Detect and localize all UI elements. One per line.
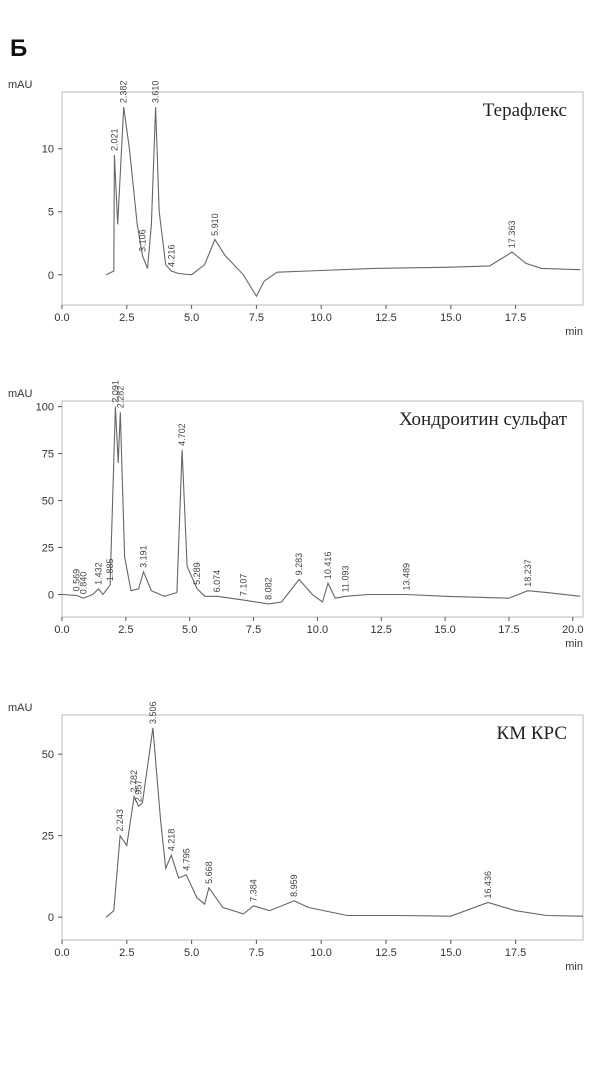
y-tick-label: 10 [42,144,54,156]
peak-label: 7.384 [248,879,258,902]
x-tick-label: 7.5 [246,624,261,636]
peak-label: 0.569 [72,569,82,592]
peak-label: 4.218 [166,829,176,852]
peak-label: 2.091 [110,380,120,403]
x-tick-label: 10.0 [310,312,331,324]
peak-label: 16.436 [483,871,493,899]
x-tick-label: 5.0 [184,312,199,324]
peak-label: 2.282 [115,386,125,409]
x-axis-label: min [565,326,583,338]
x-tick-label: 17.5 [505,947,526,959]
peak-label: 17.363 [507,221,517,249]
chart-title: КМ КРС [497,723,567,744]
peak-label: 4.702 [177,423,187,446]
x-tick-label: 5.0 [184,947,199,959]
x-tick-label: 15.0 [440,947,461,959]
x-tick-label: 12.5 [375,947,396,959]
peak-label: 13.489 [401,563,411,591]
peak-label: 3.191 [138,545,148,568]
peak-label: 2.382 [119,81,129,104]
peak-label: 10.416 [323,552,333,580]
x-tick-label: 12.5 [375,312,396,324]
plot-frame [61,714,584,941]
x-tick-label: 5.0 [182,624,197,636]
peak-label: 1.432 [94,562,104,585]
y-tick-label: 50 [42,749,54,761]
peak-label: 2.957 [134,780,144,803]
x-tick-label: 0.0 [54,947,69,959]
plot-frame [61,91,584,306]
peak-label: 8.082 [263,577,273,600]
x-tick-label: 17.5 [498,624,519,636]
trace [105,107,581,298]
x-tick-label: 10.0 [310,947,331,959]
peak-label: 2.243 [115,809,125,832]
y-tick-label: 25 [42,831,54,843]
y-tick-label: 0 [48,912,54,924]
peak-label: 9.283 [294,553,304,576]
x-tick-label: 15.0 [434,624,455,636]
x-axis-label: min [565,638,583,650]
peak-label: 5.289 [192,562,202,585]
peak-label: 4.216 [166,244,176,267]
panel-label: Б [10,35,27,62]
y-tick-label: 0 [48,589,54,601]
peak-label: 3.506 [148,702,158,725]
peak-label: 1.885 [105,559,115,582]
x-tick-label: 10.0 [307,624,328,636]
x-tick-label: 2.5 [119,947,134,959]
chart-title: Хондроитин сульфат [399,409,568,430]
x-tick-label: 15.0 [440,312,461,324]
peak-label: 8.959 [289,874,299,897]
peak-label: 2.021 [109,128,119,151]
x-tick-label: 2.5 [119,312,134,324]
chart-title: Терафлекс [483,100,567,121]
y-tick-label: 100 [36,402,54,414]
peak-label: 5.910 [210,213,220,236]
x-tick-label: 0.0 [54,312,69,324]
y-tick-label: 50 [42,496,54,508]
x-tick-label: 2.5 [118,624,133,636]
x-tick-label: 17.5 [505,312,526,324]
peak-label: 6.074 [212,570,222,593]
y-axis-label: mAU [8,702,33,714]
y-axis-label: mAU [8,79,33,91]
trace [61,406,581,605]
peak-label: 11.093 [340,565,350,592]
x-tick-label: 7.5 [249,312,264,324]
y-tick-label: 5 [48,207,54,219]
x-tick-label: 7.5 [249,947,264,959]
peak-label: 7.107 [239,574,249,597]
x-axis-label: min [565,961,583,973]
peak-label: 2.782 [129,770,139,793]
peak-label: 5.668 [204,861,214,884]
peak-label: 3.106 [138,229,148,252]
peak-label: 0.840 [78,572,88,595]
peak-label: 18.237 [523,559,533,587]
y-tick-label: 75 [42,449,54,461]
trace [105,727,584,918]
y-tick-label: 25 [42,543,54,555]
x-tick-label: 20.0 [562,624,583,636]
peak-label: 4.795 [181,848,191,871]
y-tick-label: 0 [48,270,54,282]
x-tick-label: 0.0 [54,624,69,636]
peak-label: 3.610 [151,81,161,104]
y-axis-label: mAU [8,388,33,400]
x-tick-label: 12.5 [371,624,392,636]
plot-frame [61,400,584,618]
